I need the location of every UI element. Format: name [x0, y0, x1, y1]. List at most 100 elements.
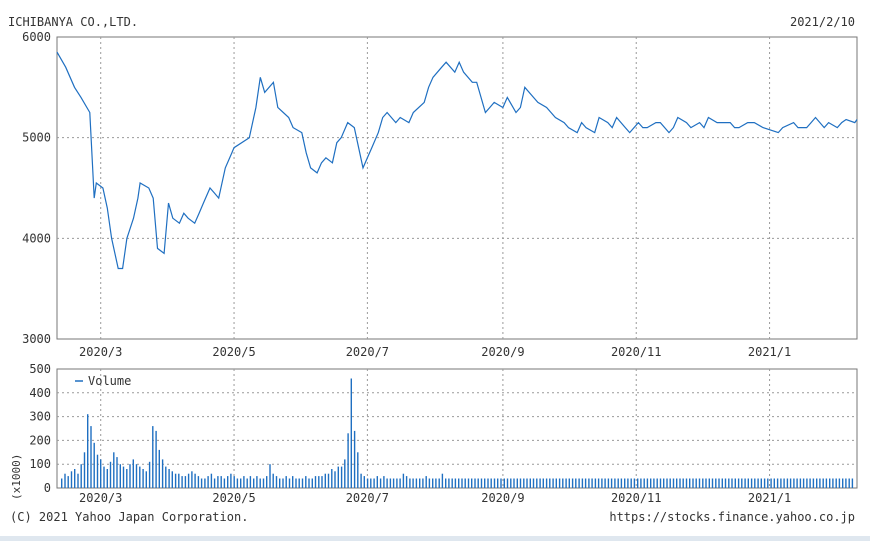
volume-bar — [308, 478, 310, 488]
volume-bar — [549, 478, 551, 488]
volume-bar — [363, 476, 365, 488]
price-plot-frame — [56, 36, 858, 340]
volume-bar — [786, 478, 789, 488]
volume-bar — [526, 478, 528, 488]
volume-bar — [275, 476, 278, 488]
volume-bar — [353, 430, 356, 488]
volume-bar — [438, 478, 440, 488]
volume-legend-label: Volume — [88, 374, 131, 388]
volume-bar — [783, 478, 785, 488]
volume-bar — [129, 464, 131, 488]
volume-bar — [295, 478, 297, 488]
volume-bar — [822, 478, 824, 488]
volume-bar — [64, 473, 66, 488]
price-x-axis: 2020/3 2020/5 2020/7 2020/9 2020/11 2021/1 — [79, 345, 791, 359]
volume-bar — [562, 478, 564, 488]
volume-bar — [458, 478, 460, 488]
volume-bar — [422, 478, 424, 488]
volume-unit-label: (x1000) — [10, 454, 23, 500]
volume-bar — [145, 471, 147, 488]
volume-bar — [419, 478, 421, 488]
volume-bar — [776, 478, 779, 488]
volume-bar — [513, 478, 515, 488]
volume-bar — [379, 478, 382, 488]
volume-bar — [601, 478, 603, 488]
volume-bar — [181, 476, 183, 488]
price-line — [56, 51, 858, 270]
volume-bar — [643, 478, 645, 488]
volume-bar — [829, 478, 831, 488]
volume-y-tick-label: 0 — [44, 481, 51, 495]
volume-bar — [266, 476, 268, 488]
volume-bar — [357, 452, 359, 488]
volume-bar — [96, 454, 99, 488]
price-x-tick-label: 2020/3 — [79, 345, 122, 359]
volume-bar — [689, 478, 691, 488]
volume-bar — [366, 478, 369, 488]
volume-bar — [155, 430, 157, 488]
volume-bar — [171, 471, 173, 488]
volume-bar — [594, 478, 597, 488]
volume-x-axis: 2020/3 2020/5 2020/7 2020/9 2020/11 2021/1 — [79, 491, 791, 505]
price-grid — [57, 37, 857, 339]
volume-bar — [555, 478, 557, 488]
volume-bar — [344, 459, 346, 488]
volume-bar — [376, 476, 378, 488]
volume-bar — [816, 478, 818, 488]
volume-bar — [83, 452, 86, 488]
volume-bar — [702, 478, 704, 488]
volume-bar — [142, 469, 144, 488]
volume-bar — [835, 478, 837, 488]
volume-bar — [314, 476, 317, 488]
volume-bar — [519, 478, 522, 488]
volume-bar — [402, 473, 405, 488]
volume-bar — [506, 478, 509, 488]
volume-bar — [539, 478, 541, 488]
price-y-tick-label: 5000 — [22, 131, 51, 145]
volume-bar — [796, 478, 798, 488]
volume-bar — [435, 478, 437, 488]
volume-bar — [87, 414, 89, 488]
volume-bar — [200, 478, 203, 488]
price-x-tick-label: 2020/5 — [212, 345, 255, 359]
volume-bar — [838, 478, 841, 488]
volume-bar — [692, 478, 694, 488]
volume-bar — [178, 473, 180, 488]
volume-bar — [650, 478, 652, 488]
volume-bar — [809, 478, 811, 488]
volume-bar — [819, 478, 821, 488]
volume-bar — [259, 478, 261, 488]
volume-bar — [187, 473, 190, 488]
volume-bar — [715, 478, 717, 488]
volume-bar — [571, 478, 574, 488]
price-y-tick-label: 6000 — [22, 30, 51, 44]
volume-bar — [432, 478, 434, 488]
volume-bar — [61, 478, 63, 488]
volume-bar — [767, 478, 769, 488]
volume-bar — [383, 476, 385, 488]
volume-bar — [477, 478, 479, 488]
volume-bar — [845, 478, 847, 488]
volume-bar — [802, 478, 805, 488]
volume-bar — [627, 478, 629, 488]
volume-bar — [269, 464, 271, 488]
volume-bar — [122, 466, 125, 488]
volume-bar — [780, 478, 782, 488]
volume-bar — [770, 478, 772, 488]
volume-bar — [461, 478, 463, 488]
volume-bar — [132, 459, 134, 488]
volume-bar — [174, 473, 177, 488]
chart-date: 2021/2/10 — [790, 15, 855, 29]
volume-bar — [617, 478, 619, 488]
volume-bar — [207, 476, 209, 488]
volume-bar — [148, 461, 151, 488]
company-name: ICHIBANYA CO.,LTD. — [8, 15, 138, 29]
volume-bar — [653, 478, 655, 488]
volume-bar — [126, 469, 128, 488]
volume-bar — [747, 478, 749, 488]
volume-bar — [666, 478, 668, 488]
volume-bar — [721, 478, 723, 488]
volume-bar — [497, 478, 499, 488]
volume-bar — [848, 478, 850, 488]
